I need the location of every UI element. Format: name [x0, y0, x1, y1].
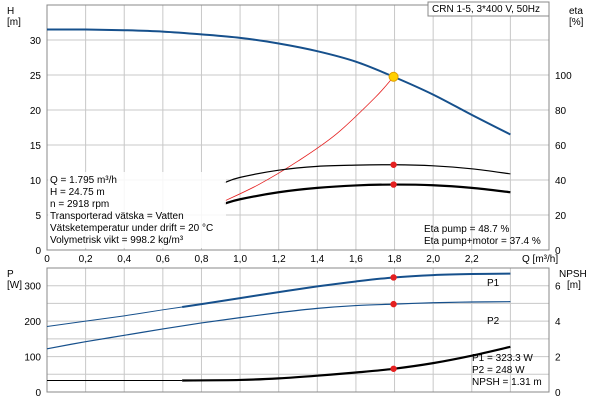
duty-point-info-line: Q = 1.795 m³/h	[50, 175, 117, 186]
duty-point-info-line: Vätsketemperatur under drift = 20 °C	[50, 223, 213, 234]
y-tick-label: 15	[30, 141, 42, 152]
duty-point-info-line: H = 24.75 m	[50, 187, 105, 198]
power-npsh-info-line: P1 = 323.3 W	[472, 353, 533, 364]
y2-tick-label: 60	[555, 141, 567, 152]
npsh-line	[182, 345, 511, 382]
bottom-y2-tick-labels: 0 2 4 6	[555, 282, 561, 399]
y2-tick-label: 80	[555, 106, 567, 117]
chart-title-box	[427, 1, 550, 17]
bottom-chart-grid	[47, 268, 550, 392]
x-tick-label: 2,2	[465, 254, 479, 265]
x-tick-label: 0,4	[117, 254, 131, 265]
y2-tick-label: 4	[555, 317, 561, 328]
top-y2-axis-label-line2: [%]	[569, 17, 584, 28]
eta-pump-line	[224, 164, 511, 184]
p1-line-thin	[46, 306, 183, 327]
y-tick-label: 20	[30, 106, 42, 117]
p2-duty-marker	[390, 300, 397, 308]
x-tick-label: 1,8	[388, 254, 402, 265]
p2-line	[46, 301, 511, 350]
eta-pump-duty-marker	[390, 161, 397, 168]
y2-tick-label: 0	[555, 388, 561, 399]
eta-total-line	[224, 183, 511, 205]
x-tick-label: 1,2	[272, 254, 286, 265]
y-tick-label: 30	[30, 36, 42, 47]
chart-title: CRN 1-5, 3*400 V, 50Hz	[432, 4, 540, 15]
power-npsh-info-line: P2 = 248 W	[472, 365, 525, 376]
eta-total-duty-marker	[390, 181, 397, 188]
x-tick-label: 1,0	[233, 254, 247, 265]
duty-point-info-line: Volymetrisk vikt = 998.2 kg/m³	[50, 235, 184, 246]
y2-tick-label: 100	[555, 71, 572, 82]
y-tick-label: 300	[24, 282, 41, 293]
y-tick-label: 0	[35, 246, 41, 257]
duty-point-info-line: n = 2918 rpm	[50, 199, 109, 210]
npsh-duty-marker	[390, 365, 397, 372]
duty-point-info-line: Transporterad vätska = Vatten	[50, 211, 184, 222]
top-y2-tick-labels: 0 20 40 60 80 100	[555, 71, 572, 257]
efficiency-info: Eta pump = 48.7 %Eta pump+motor = 37.4 %	[424, 224, 541, 247]
y2-tick-label: 6	[555, 282, 561, 293]
bottom-y-axis-label-line2: [W]	[7, 280, 22, 291]
y-tick-label: 200	[24, 317, 41, 328]
bottom-y2-axis-label-line2: [m]	[567, 280, 581, 291]
efficiency-info-line: Eta pump+motor = 37.4 %	[424, 236, 541, 247]
top-chart-series	[46, 28, 511, 205]
bottom-y-axis-label-line1: P	[7, 269, 14, 280]
x-tick-label: 0	[44, 254, 50, 265]
y2-tick-label: 2	[555, 353, 561, 364]
x-tick-label: 0,2	[79, 254, 93, 265]
y-tick-label: 100	[24, 353, 41, 364]
x-tick-label: 0,6	[156, 254, 170, 265]
head-curve-line	[46, 28, 511, 136]
duty-point-info-bg	[48, 172, 226, 248]
y2-tick-label: 40	[555, 176, 567, 187]
bottom-y-tick-labels: 0 100 200 300	[24, 282, 41, 399]
series-label-p1: P1	[487, 278, 500, 289]
head-duty-marker	[388, 71, 399, 82]
top-x-axis-label: Q [m³/h]	[522, 254, 558, 265]
p1-line	[182, 272, 511, 308]
x-tick-label: 2,0	[426, 254, 440, 265]
efficiency-info-line: Eta pump = 48.7 %	[424, 224, 509, 235]
series-label-p2: P2	[487, 316, 500, 327]
y-tick-label: 25	[30, 71, 42, 82]
p1-duty-marker	[390, 274, 397, 281]
system-curve-line	[224, 76, 394, 202]
top-chart-frame	[46, 4, 550, 251]
top-y-tick-labels: 0 5 10 15 20 25 30	[30, 36, 42, 257]
x-tick-label: 1,6	[349, 254, 363, 265]
x-tick-label: 1,4	[310, 254, 324, 265]
duty-point-info: Q = 1.795 m³/hH = 24.75 mn = 2918 rpmTra…	[48, 172, 226, 248]
top-y2-axis-label-line1: eta	[569, 6, 583, 17]
y-tick-label: 0	[35, 388, 41, 399]
top-x-tick-labels: 0 0,2 0,4 0,6 0,8 1,0 1,2 1,4 1,6 1,8 2,0 2,2	[44, 254, 479, 265]
bottom-chart-series	[46, 272, 511, 382]
x-tick-label: 0,8	[195, 254, 209, 265]
y-tick-label: 5	[35, 211, 41, 222]
bottom-chart-frame	[46, 267, 550, 393]
power-npsh-info-line: NPSH = 1.31 m	[472, 377, 542, 388]
y2-tick-label: 20	[555, 211, 567, 222]
y-tick-label: 10	[30, 176, 42, 187]
top-y-axis-label-line1: H	[7, 6, 14, 17]
y2-tick-label: 0	[555, 246, 561, 257]
bottom-y2-axis-label-line1: NPSH	[559, 269, 587, 280]
top-y-axis-label-line2: [m]	[7, 17, 21, 28]
